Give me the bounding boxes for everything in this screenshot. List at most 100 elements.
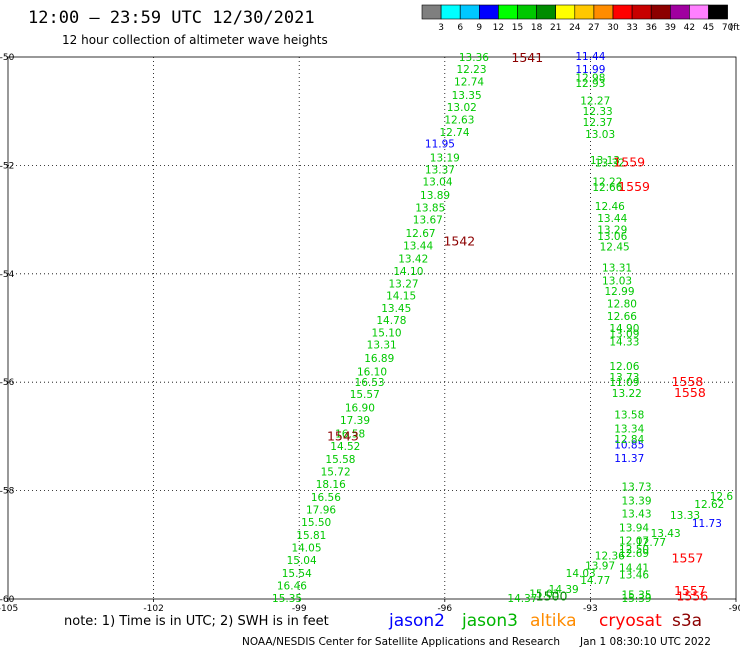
- scale-swatch-1: [440, 4, 461, 20]
- data-point-jason3: 13.44: [597, 213, 627, 225]
- data-point-jason3: 13.31: [602, 262, 632, 274]
- plot-frame: [7, 56, 737, 600]
- pass-time-label: 1557: [674, 583, 706, 598]
- data-point-jason3: 13.09: [609, 328, 639, 340]
- data-point-jason3: 15.57: [350, 389, 380, 401]
- data-point-jason3: 12.33: [583, 106, 613, 118]
- data-point-jason3: 13.35: [452, 90, 482, 102]
- x-tick-label: -99: [292, 604, 307, 614]
- data-point-jason3: 15.58: [325, 454, 355, 466]
- data-point-jason3: 12.66: [607, 311, 637, 323]
- x-tick-label: -93: [583, 604, 598, 614]
- data-point-jason3: 13.36: [459, 52, 489, 64]
- scale-label-10: 33: [626, 23, 637, 33]
- data-point-jason3: 14.52: [330, 441, 360, 453]
- data-point-jason3: 16.58: [335, 429, 365, 441]
- scale-swatch-8: [574, 4, 595, 20]
- data-point-jason3: 12.27: [580, 95, 610, 107]
- scale-label-14: 45: [703, 23, 714, 33]
- scale-swatch-4: [498, 4, 518, 20]
- data-point-jason3: 12.63: [444, 114, 474, 126]
- y-tick-label: -54: [0, 270, 15, 280]
- data-point-jason2: 11.44: [575, 51, 605, 63]
- x-tick-label: -102: [143, 604, 163, 614]
- x-tick-label: -90: [729, 604, 740, 614]
- pass-time-label: 1558: [674, 385, 706, 400]
- footer-credit: NOAA/NESDIS Center for Satellite Applica…: [242, 636, 560, 648]
- data-point-jason3: 13.97: [585, 560, 615, 572]
- data-point-jason3: 15.50: [301, 517, 331, 529]
- scale-swatch-10: [612, 4, 633, 20]
- pass-time-label: 1559: [613, 155, 645, 170]
- satellite-label-jason3: jason3: [461, 611, 518, 631]
- data-point-jason3: 13.27: [389, 279, 419, 291]
- data-point-jason2: 11.37: [614, 453, 644, 465]
- pass-time-label: 1541: [511, 50, 543, 65]
- data-point-jason3: 13.37: [425, 165, 455, 177]
- data-point-jason3: 12.06: [609, 361, 639, 373]
- data-point-jason3: 17.39: [340, 415, 370, 427]
- data-point-jason2: 11.95: [425, 139, 455, 151]
- data-point-jason3: 12.74: [454, 76, 484, 88]
- data-point-jason3: 12.07: [619, 535, 649, 547]
- data-point-jason3: 13.13: [590, 155, 620, 167]
- data-point-jason3: 14.39: [549, 584, 579, 596]
- scale-label-12: 39: [665, 23, 677, 33]
- x-tick-label: -96: [437, 604, 452, 614]
- footer-timestamp: Jan 1 08:30:10 UTC 2022: [579, 636, 711, 648]
- data-point-jason3: 13.03: [585, 129, 615, 141]
- data-point-jason3: 13.42: [398, 254, 428, 266]
- data-point-jason3: 13.19: [430, 152, 460, 164]
- data-point-jason3: 13.31: [367, 339, 397, 351]
- scale-swatch-12: [650, 4, 671, 20]
- scale-label-6: 21: [550, 23, 561, 33]
- satellite-label-jason2: jason2: [388, 611, 445, 631]
- y-tick-label: -58: [0, 487, 15, 497]
- data-point-jason3: 14.33: [609, 337, 639, 349]
- scale-label-7: 24: [569, 23, 581, 33]
- y-tick-label: -60: [0, 595, 15, 605]
- data-point-jason3: 12.66: [592, 182, 622, 194]
- satellite-label-altika: altika: [530, 611, 577, 631]
- data-point-jason3: 13.03: [602, 275, 632, 287]
- data-point-jason3: 12.37: [583, 117, 613, 129]
- data-point-jason3: 14.90: [609, 323, 639, 335]
- data-point-jason3: 12.84: [614, 434, 644, 446]
- data-point-jason3: 12.36: [595, 551, 625, 563]
- data-point-jason3: 15.39: [621, 593, 651, 605]
- data-point-jason3: 12.6: [710, 491, 734, 503]
- scale-label-1: 6: [457, 23, 463, 33]
- data-point-jason3: 13.33: [670, 510, 700, 522]
- data-point-jason3: 18.16: [316, 479, 346, 491]
- data-point-jason3: 12.98: [575, 73, 605, 85]
- data-point-jason3: 13.73: [621, 481, 651, 493]
- scale-swatch-14: [689, 4, 709, 20]
- data-point-jason3: 13.29: [597, 224, 627, 236]
- data-point-jason3: 16.10: [357, 366, 387, 378]
- scale-swatch-0: [421, 4, 442, 20]
- data-point-jason3: 13.32: [595, 158, 625, 170]
- scale-label-4: 15: [512, 23, 523, 33]
- data-point-jason3: 13.85: [415, 203, 445, 215]
- data-point-jason3: 14.78: [376, 315, 406, 327]
- data-point-jason2: 11.73: [692, 518, 722, 530]
- scale-swatch-2: [459, 4, 480, 20]
- scale-swatch-5: [517, 4, 537, 20]
- scale-label-2: 9: [476, 23, 482, 33]
- scale-swatch-7: [555, 4, 576, 20]
- scale-swatch-6: [536, 4, 556, 20]
- data-point-jason3: 12.62: [694, 499, 724, 511]
- data-point-jason3: 16.90: [345, 403, 375, 415]
- scale-label-11: 36: [645, 23, 657, 33]
- satellite-label-s3a: s3a: [672, 611, 702, 631]
- data-point-jason3: 16.56: [311, 492, 341, 504]
- data-point-jason3: 14.41: [619, 563, 649, 575]
- data-point-jason3: 16.53: [355, 377, 385, 389]
- pass-time-label: 1559: [618, 179, 650, 194]
- pass-time-label: 1543: [327, 428, 359, 443]
- data-point-jason3: 14.37: [507, 593, 537, 605]
- data-point-jason3: 13.02: [447, 102, 477, 114]
- data-point-jason3: 15.72: [321, 467, 351, 479]
- y-tick-label: -52: [0, 161, 14, 171]
